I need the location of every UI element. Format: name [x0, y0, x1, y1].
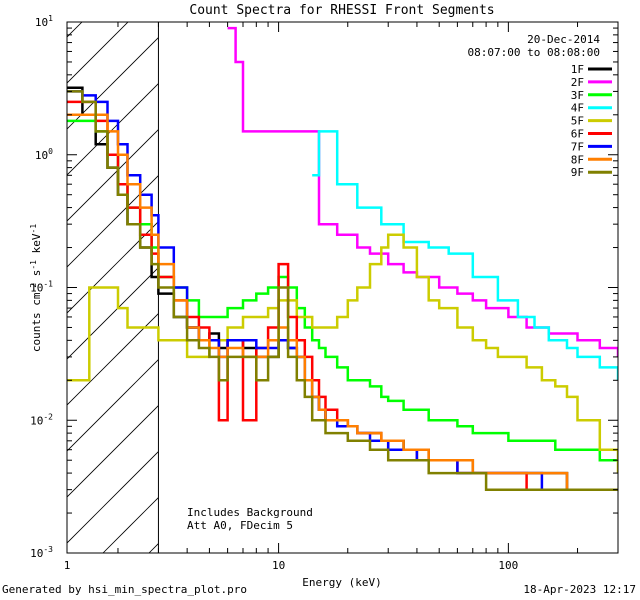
x-axis-label: Energy (keV)	[302, 576, 381, 589]
series-line-2F	[227, 26, 618, 357]
hatched-region	[67, 22, 159, 553]
legend-label-5F: 5F	[571, 115, 584, 128]
legend-label-4F: 4F	[571, 102, 584, 115]
legend-label-9F: 9F	[571, 166, 584, 179]
legend-label-2F: 2F	[571, 76, 584, 89]
series-layer	[67, 26, 618, 491]
series-line-4F	[312, 130, 618, 381]
annotation-background: Includes Background	[187, 506, 313, 519]
annotation-attenuator: Att A0, FDecim 5	[187, 519, 293, 532]
series-line-9F	[67, 90, 618, 491]
series-line-1F	[67, 86, 618, 491]
legend-label-3F: 3F	[571, 89, 584, 102]
legend-label-6F: 6F	[571, 128, 584, 141]
x-tick-label: 100	[498, 559, 518, 572]
x-tick-label: 1	[64, 559, 71, 572]
y-tick-label: 10-2	[30, 412, 53, 427]
x-tick-label: 10	[272, 559, 285, 572]
legend-label-8F: 8F	[571, 153, 584, 166]
y-tick-label: 100	[35, 147, 53, 162]
legend-label-1F: 1F	[571, 63, 584, 76]
series-line-6F	[67, 100, 618, 491]
series-line-5F	[67, 233, 618, 474]
footer-timestamp: 18-Apr-2023 12:17	[523, 583, 636, 596]
time-range-label: 08:07:00 to 08:08:00	[468, 46, 600, 59]
y-axis-label: counts cm-2 s-1 keV-1	[29, 224, 44, 352]
chart-title: Count Spectra for RHESSI Front Segments	[189, 3, 494, 18]
y-tick-label: 101	[35, 14, 53, 29]
legend-label-7F: 7F	[571, 140, 584, 153]
date-label: 20-Dec-2014	[527, 33, 600, 46]
series-line-7F	[67, 90, 618, 491]
series-line-3F	[67, 119, 618, 462]
y-tick-label: 10-3	[30, 545, 53, 560]
footer-generated-by: Generated by hsi_min_spectra_plot.pro	[2, 583, 248, 596]
